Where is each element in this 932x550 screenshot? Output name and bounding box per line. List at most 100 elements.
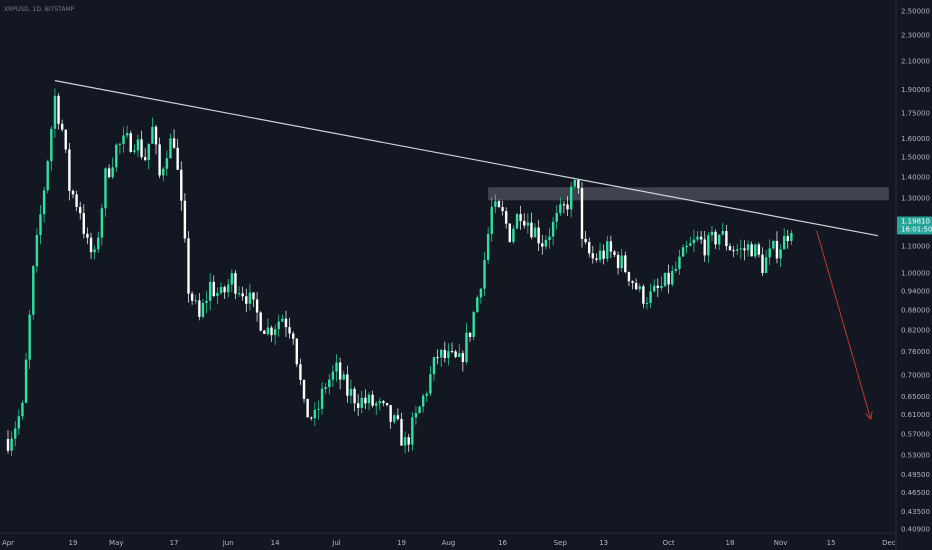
candle-body	[172, 138, 176, 148]
candle-body	[115, 144, 118, 168]
candle-body	[458, 353, 461, 357]
candle-body	[642, 286, 645, 304]
candle-body	[476, 297, 479, 313]
candle-body	[57, 95, 60, 124]
projection-arrow-shaft[interactable]	[816, 230, 872, 420]
candle	[577, 179, 580, 194]
candle	[295, 337, 298, 368]
candle-body	[606, 241, 609, 259]
candle	[645, 296, 649, 310]
candle	[526, 213, 530, 234]
candle-body	[143, 157, 147, 161]
candle	[541, 234, 544, 255]
candle-body	[407, 437, 410, 445]
candle-body	[158, 144, 161, 176]
candle	[714, 229, 717, 249]
candle-body	[288, 327, 291, 334]
candle	[649, 283, 652, 308]
candle-body	[519, 214, 522, 221]
candle-body	[125, 133, 129, 136]
candle-body	[75, 194, 78, 207]
candle-body	[364, 397, 367, 404]
candle	[443, 341, 447, 363]
candle-body	[743, 248, 746, 251]
candle-body	[6, 439, 10, 451]
candle	[414, 406, 418, 425]
candle-body	[39, 214, 42, 236]
candle	[681, 244, 685, 257]
y-tick-label: 1.60000	[901, 135, 930, 143]
candle-body	[216, 293, 219, 296]
candle-body	[212, 281, 215, 296]
candle-body	[190, 293, 194, 301]
candle	[378, 397, 382, 411]
candle	[270, 325, 273, 342]
candle-body	[627, 272, 631, 282]
candle	[544, 235, 548, 250]
candle	[93, 245, 96, 260]
candle-body	[227, 284, 230, 293]
candle	[652, 278, 656, 293]
candle	[736, 243, 739, 256]
x-tick-label: 16	[498, 539, 507, 547]
candle	[158, 137, 161, 179]
candle	[519, 205, 522, 230]
candle	[360, 390, 363, 414]
candle-body	[176, 147, 179, 170]
candle	[537, 220, 540, 252]
candle-body	[147, 143, 150, 161]
candle-body	[440, 349, 443, 358]
candle	[320, 382, 324, 415]
candle-body	[270, 327, 273, 336]
candle-body	[93, 249, 96, 253]
candle-body	[649, 291, 652, 303]
candle-body	[761, 254, 764, 274]
y-tick-label: 0.61000	[901, 411, 930, 419]
candle	[306, 398, 309, 418]
candle-body	[526, 222, 530, 226]
candle-body	[273, 329, 277, 336]
candle	[602, 244, 605, 265]
candle	[559, 197, 562, 216]
candle	[273, 324, 277, 346]
candle-body	[118, 143, 122, 145]
candle	[111, 157, 114, 180]
candle	[42, 186, 46, 223]
candle	[631, 280, 634, 290]
candle	[147, 143, 150, 170]
y-tick-label: 0.76000	[901, 348, 930, 356]
candle-body	[671, 270, 674, 285]
candle	[772, 240, 775, 251]
candle-body	[79, 206, 82, 214]
trendline[interactable]	[54, 80, 879, 237]
candle	[454, 349, 457, 359]
y-tick-label: 1.30000	[901, 195, 930, 203]
x-tick-label: May	[109, 539, 123, 547]
candle	[227, 278, 230, 298]
candle	[10, 431, 13, 457]
candle	[165, 150, 169, 176]
candle	[606, 235, 609, 263]
candle-body	[252, 292, 255, 300]
candle	[198, 293, 201, 321]
x-tick-label: Nov	[774, 539, 788, 547]
candle	[86, 227, 89, 245]
y-tick-label: 1.00000	[901, 270, 930, 278]
candle	[263, 329, 266, 335]
candle-body	[104, 168, 107, 209]
candle	[389, 404, 392, 429]
candle	[584, 230, 587, 245]
candle	[259, 311, 262, 332]
candle-body	[28, 314, 31, 360]
candle	[219, 282, 223, 295]
time-axis[interactable]: Apr 19 May 17 Jun 14 Jul 19 Aug 16 Sep 13 Oct 18 Nov 15…	[2, 539, 896, 547]
price-axis[interactable]: 2.50000 2.30000 2.10000 1.90000 1.75000 1.600…	[901, 8, 930, 534]
candle-body	[14, 428, 17, 439]
candle	[721, 222, 724, 236]
candle	[580, 181, 584, 248]
candle-body	[541, 243, 544, 247]
candle-body	[696, 236, 699, 240]
candle-body	[129, 133, 132, 152]
